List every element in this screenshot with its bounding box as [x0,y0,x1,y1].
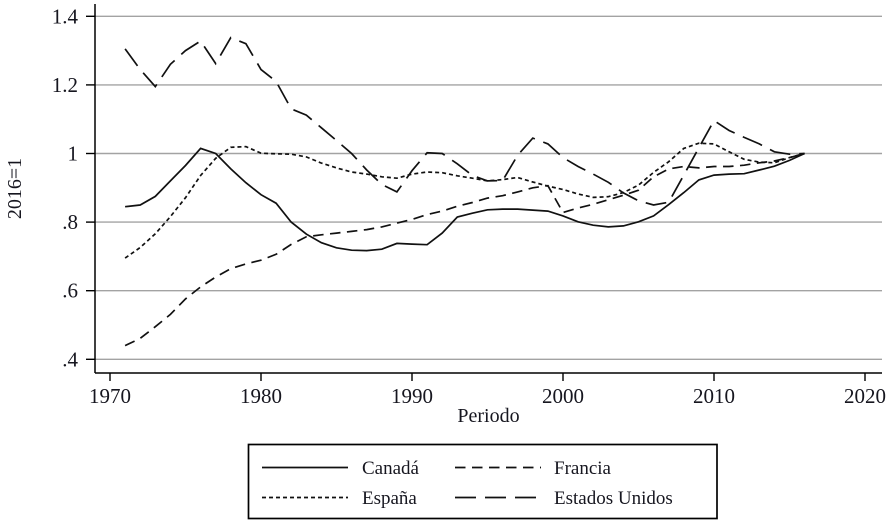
y-tick-label: .4 [62,347,78,371]
y-axis-title: 2016=1 [4,158,26,219]
x-tick-label: 1970 [89,384,131,408]
y-tick-label: 1.2 [52,73,78,97]
legend-box [247,443,718,520]
x-axis-title: Periodo [457,405,519,427]
legend-label: España [362,488,417,509]
legend-label: Francia [554,458,612,479]
series-line-solid [125,147,805,252]
series-line-dot [124,142,805,259]
x-tick-label: 1990 [391,384,433,408]
y-tick-label: .8 [62,210,78,234]
x-tick-label: 2000 [542,384,584,408]
y-tick-label: 1.4 [52,4,79,28]
x-tick-label: 2010 [693,384,735,408]
series-line-longdash [124,36,805,206]
y-tick-label: .6 [62,279,78,303]
legend-label: Canadá [362,458,420,479]
x-tick-label: 1980 [240,384,282,408]
series-line-dash [124,152,805,347]
y-tick-label: 1 [68,142,79,166]
x-tick-label: 2020 [844,384,886,408]
legend-label: Estados Unidos [554,488,673,509]
